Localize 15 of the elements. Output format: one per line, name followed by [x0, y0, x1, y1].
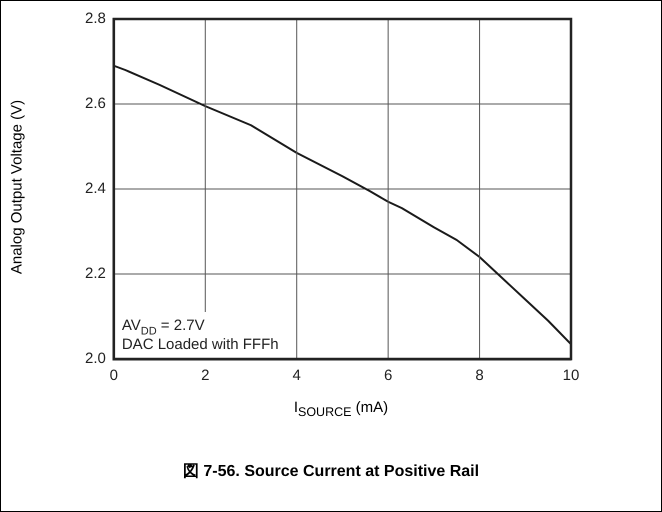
- y-tick-label: 2.4: [84, 180, 106, 198]
- x-tick-label: 4: [292, 367, 301, 384]
- y-tick-label: 2.6: [84, 95, 106, 112]
- y-tick-label: 2.8: [84, 10, 106, 28]
- x-tick-label: 6: [384, 367, 392, 384]
- annotation: DAC Loaded with FFFh: [122, 336, 279, 353]
- text: 図 7-56. Source Current at Positive Rail: [182, 462, 480, 482]
- x-tick-label: 8: [475, 367, 484, 384]
- x-axis-title: I$_{SOURCE}$ (mA): [292, 399, 390, 419]
- y-tick-label: 2.0: [84, 350, 106, 368]
- y-axis-title: Analog Output Voltage (V): [8, 100, 26, 274]
- x-tick-label: 10: [562, 367, 580, 384]
- x-tick-label: 0: [110, 367, 118, 384]
- y-tick-label: 2.2: [84, 265, 106, 282]
- x-tick-label: 2: [201, 367, 210, 384]
